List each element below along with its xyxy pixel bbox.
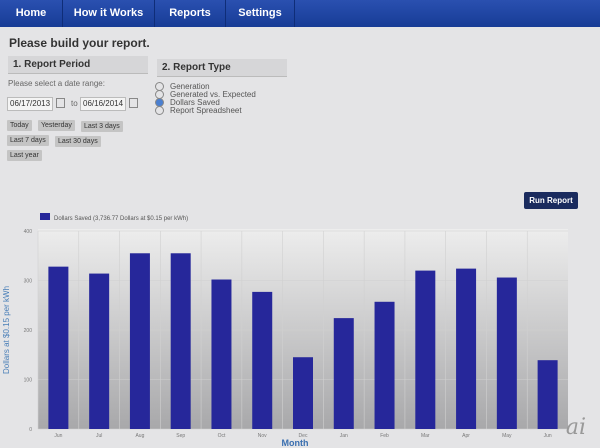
report-type-heading: 2. Report Type bbox=[157, 59, 287, 77]
radio-report-spreadsheet[interactable]: Report Spreadsheet bbox=[155, 106, 242, 116]
calendar-icon[interactable] bbox=[129, 98, 138, 108]
to-date-input[interactable]: 06/16/2014 bbox=[80, 97, 127, 111]
x-tick-label: Mar bbox=[421, 433, 430, 439]
bar-jul-1[interactable] bbox=[89, 273, 110, 429]
to-label: to bbox=[71, 99, 78, 108]
report-period-heading: 1. Report Period bbox=[8, 56, 148, 74]
x-tick-label: Nov bbox=[258, 433, 267, 439]
x-tick-label: Aug bbox=[135, 433, 144, 439]
x-tick-label: Jun bbox=[544, 433, 552, 439]
last-30-days-button[interactable]: Last 30 days bbox=[55, 136, 101, 147]
x-tick-label: Jul bbox=[96, 433, 102, 439]
nav-reports[interactable]: Reports bbox=[155, 0, 226, 27]
bar-jun-12[interactable] bbox=[537, 360, 558, 429]
legend-swatch bbox=[40, 213, 50, 220]
today-button[interactable]: Today bbox=[7, 120, 32, 131]
bar-mar-9[interactable] bbox=[415, 270, 436, 429]
last-7-days-button[interactable]: Last 7 days bbox=[7, 135, 49, 146]
x-tick-label: Sep bbox=[176, 433, 185, 439]
y-tick-label: 400 bbox=[24, 229, 33, 235]
x-tick-label: Jun bbox=[54, 433, 62, 439]
calendar-icon[interactable] bbox=[56, 98, 65, 108]
from-date-input[interactable]: 06/17/2013 bbox=[7, 97, 54, 111]
date-range-prompt: Please select a date range: bbox=[8, 79, 105, 88]
top-nav: Home How it Works Reports Settings bbox=[0, 0, 600, 27]
x-tick-label: Feb bbox=[380, 433, 389, 439]
y-tick-label: 200 bbox=[24, 328, 33, 334]
last-year-button[interactable]: Last year bbox=[7, 150, 42, 161]
nav-home[interactable]: Home bbox=[0, 0, 63, 27]
legend-label: Dollars Saved (3,736.77 Dollars at $0.15… bbox=[54, 216, 188, 222]
x-tick-label: Oct bbox=[218, 433, 226, 439]
x-tick-label: May bbox=[502, 433, 512, 439]
y-tick-label: 100 bbox=[24, 378, 33, 384]
bar-may-11[interactable] bbox=[496, 277, 517, 429]
bar-feb-8[interactable] bbox=[374, 301, 395, 429]
nav-how-it-works[interactable]: How it Works bbox=[63, 0, 155, 27]
page-title: Please build your report. bbox=[9, 36, 150, 50]
bar-dec-6[interactable] bbox=[293, 357, 313, 429]
nav-settings[interactable]: Settings bbox=[226, 0, 295, 27]
bar-sep-3[interactable] bbox=[170, 253, 191, 429]
x-tick-label: Apr bbox=[462, 433, 470, 439]
bar-aug-2[interactable] bbox=[129, 253, 150, 429]
yesterday-button[interactable]: Yesterday bbox=[38, 120, 75, 131]
y-axis-label: Dollars at $0.15 per kWh bbox=[2, 286, 11, 374]
last-3-days-button[interactable]: Last 3 days bbox=[81, 121, 123, 132]
bar-apr-10[interactable] bbox=[456, 268, 477, 429]
y-tick-label: 300 bbox=[24, 279, 33, 285]
x-tick-label: Jan bbox=[340, 433, 348, 439]
bar-jan-7[interactable] bbox=[333, 318, 354, 429]
x-axis-label: Month bbox=[282, 438, 309, 448]
bar-oct-4[interactable] bbox=[211, 279, 232, 429]
bar-jun-0[interactable] bbox=[48, 266, 69, 429]
y-tick-label: 0 bbox=[29, 427, 32, 433]
x-tick-label: Dec bbox=[299, 433, 308, 439]
bar-nov-5[interactable] bbox=[252, 291, 273, 429]
watermark-logo: ai bbox=[565, 415, 586, 440]
run-report-button[interactable]: Run Report bbox=[524, 192, 578, 209]
